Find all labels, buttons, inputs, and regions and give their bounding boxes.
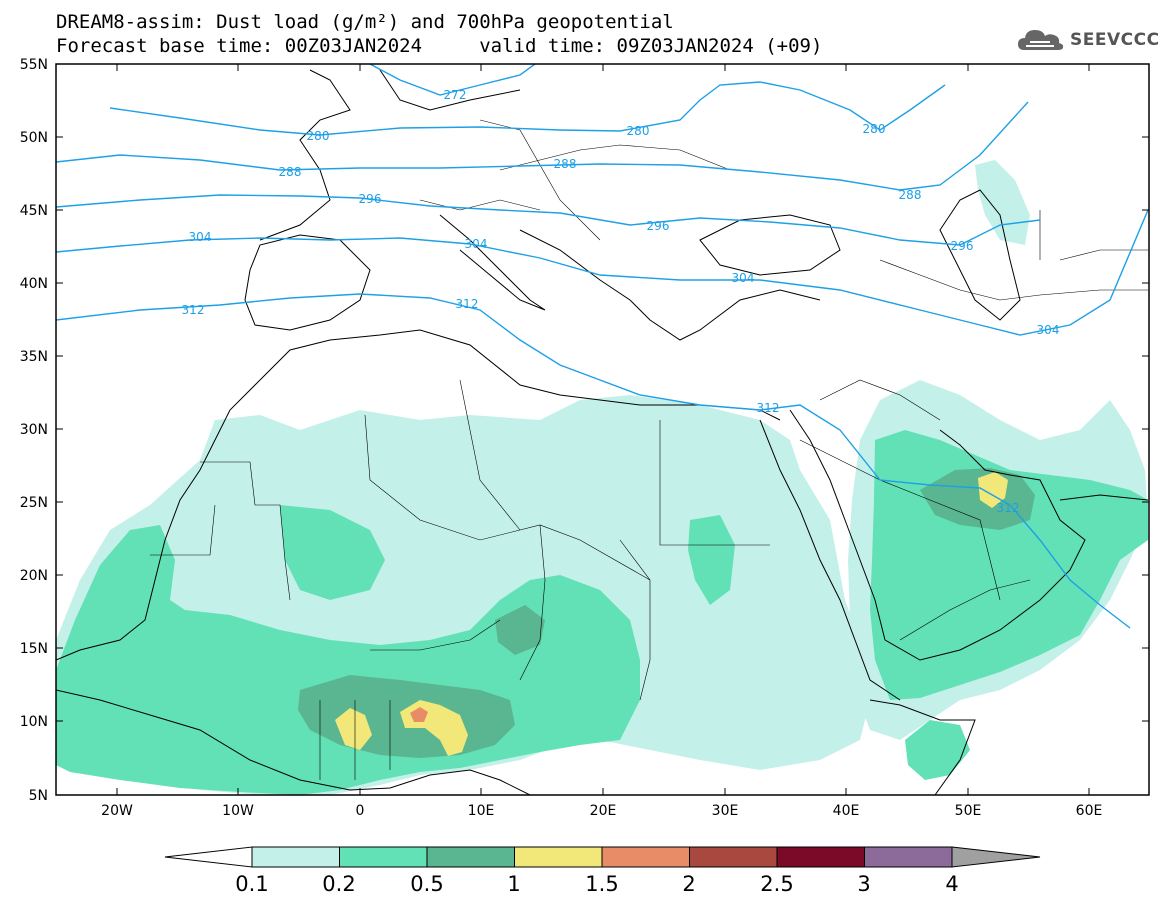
contour-labels: 272 280 280 280 288 288 288 296 296 296 … (182, 88, 1060, 515)
forecast-time-line: Forecast base time: 00Z03JAN2024 valid t… (56, 35, 823, 57)
map-title: DREAM8-assim: Dust load (g/m²) and 700hP… (56, 11, 674, 33)
colorbar-swatch (514, 846, 603, 868)
coastline-arabia (884, 429, 1086, 661)
contour-280 (109, 81, 946, 136)
contour-296 (56, 194, 1041, 246)
colorbar-tick: 1 (507, 872, 520, 896)
contour-label: 304 (732, 271, 755, 285)
contour-label: 304 (465, 237, 488, 251)
lon-label: 40E (833, 803, 860, 819)
contour-272 (369, 64, 536, 96)
lat-ticks (56, 63, 1149, 722)
coastline-iran (1059, 494, 1149, 501)
contour-label: 296 (951, 239, 974, 253)
geopotential-contours (56, 64, 1149, 629)
logo-text: SEEVCCC (1070, 30, 1160, 50)
colorbar-swatch (601, 846, 690, 868)
colorbar-low-arrow (164, 846, 253, 868)
lat-label: 55N (20, 57, 48, 73)
contour-label: 288 (554, 157, 577, 171)
coastline-balkans-greece (519, 229, 821, 341)
dust-medium-region-nw (280, 505, 385, 600)
seevccc-logo: SEEVCCC (1016, 26, 1160, 54)
colorbar-high-arrow (951, 846, 1041, 868)
contour-288 (56, 101, 1029, 191)
dust-high-region-nigeria (335, 708, 372, 750)
colorbar-tick: 4 (945, 872, 958, 896)
colorbar-tick: 0.1 (235, 872, 268, 896)
contour-label: 288 (279, 165, 302, 179)
coastline-black-sea (699, 214, 841, 276)
coastline-red-sea (759, 409, 901, 701)
lon-labels: 20W 10W 0 10E 20E 30E 40E 50E 60E (101, 803, 1102, 819)
contour-label: 280 (627, 124, 650, 138)
lat-label: 45N (20, 203, 48, 219)
lat-label: 50N (20, 130, 48, 146)
dust-dark-region-chad (495, 605, 545, 655)
colorbar-swatch (251, 846, 340, 868)
colorbar-tick: 0.5 (410, 872, 443, 896)
contour-label: 304 (1037, 323, 1060, 337)
coastline-gulf-of-guinea (56, 689, 531, 795)
contour-label: 304 (189, 230, 212, 244)
lon-label: 10E (468, 803, 495, 819)
coastline-west-africa (56, 329, 781, 661)
colorbar-tick: 2 (682, 872, 695, 896)
dust-peak-region-nigeria (410, 707, 428, 722)
dust-medium-region-sudan (688, 515, 735, 605)
colorbar-swatch (776, 846, 865, 868)
contour-label: 312 (757, 401, 780, 415)
coastline-caspian (939, 189, 1021, 321)
lon-label: 20W (101, 803, 133, 819)
colorbar-swatch (689, 846, 778, 868)
colorbar-tick-labels: 0.1 0.2 0.5 1 1.5 2 2.5 3 4 (235, 872, 958, 896)
contour-label: 312 (997, 501, 1020, 515)
contour-label: 296 (647, 219, 670, 233)
contour-label: 312 (182, 303, 205, 317)
contour-304 (56, 209, 1149, 336)
contour-312 (56, 293, 1131, 629)
lon-ticks (116, 64, 1090, 795)
cloud-logo-icon (1018, 30, 1064, 50)
colorbar-tick: 2.5 (760, 872, 793, 896)
coastline-italy (439, 214, 546, 311)
colorbar-swatch (864, 846, 953, 868)
colorbar-swatch (426, 846, 515, 868)
lat-label: 40N (20, 276, 48, 292)
coastline-france-uk (259, 69, 521, 241)
lat-label: 25N (20, 495, 48, 511)
lat-label: 15N (20, 641, 48, 657)
lon-label: 50E (955, 803, 982, 819)
contour-label: 272 (444, 88, 467, 102)
contour-label: 280 (863, 122, 886, 136)
colorbar (164, 846, 1041, 868)
borders (150, 119, 1148, 780)
contour-label: 288 (899, 188, 922, 202)
coastlines (56, 69, 1149, 795)
dust-field (56, 160, 1148, 795)
lon-label: 10W (222, 803, 254, 819)
contour-label: 296 (359, 192, 382, 206)
lon-label: 60E (1076, 803, 1103, 819)
lon-label: 20E (590, 803, 617, 819)
lat-label: 30N (20, 422, 48, 438)
coastline-horn-of-africa (869, 699, 976, 795)
coastline-iberia (244, 234, 371, 331)
colorbar-tick: 1.5 (585, 872, 618, 896)
contour-label: 280 (307, 129, 330, 143)
lat-labels: 55N 50N 45N 40N 35N 30N 25N 20N 15N 10N … (20, 57, 48, 804)
dust-medium-region-hornafrica (905, 720, 970, 780)
colorbar-tick: 0.2 (322, 872, 355, 896)
colorbar-swatch (339, 846, 428, 868)
lat-label: 10N (20, 714, 48, 730)
lon-label: 30E (712, 803, 739, 819)
contour-label: 312 (456, 297, 479, 311)
lon-label: 0 (356, 803, 365, 819)
colorbar-tick: 3 (857, 872, 870, 896)
lat-label: 35N (20, 349, 48, 365)
dust-light-region-caspian (975, 160, 1030, 245)
lat-label: 20N (20, 568, 48, 584)
lat-label: 5N (29, 788, 48, 804)
